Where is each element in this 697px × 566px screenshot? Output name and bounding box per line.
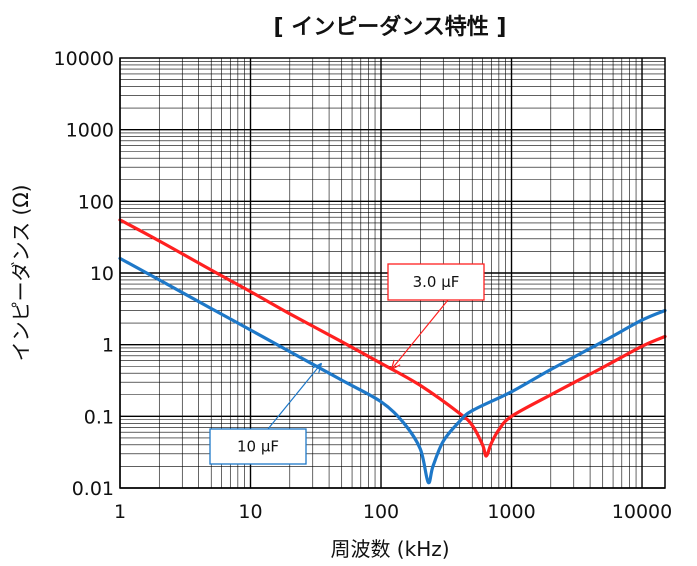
plot-frame	[119, 57, 666, 489]
y-tick-label: 0.01	[72, 478, 114, 500]
x-tick-label: 100	[363, 501, 399, 523]
x-tick-label: 1	[114, 501, 126, 523]
chart-title: [ インピーダンス特性 ]	[274, 14, 507, 40]
y-tick-label: 1	[102, 335, 114, 357]
y-tick-labels: 0.01 0.1 1 10 100 1000 10000	[54, 48, 114, 500]
annotation-box	[209, 428, 307, 465]
series-layer	[118, 218, 667, 485]
annotation-arrowhead	[312, 362, 323, 374]
x-tick-label: 10000	[612, 501, 672, 523]
x-tick-label: 10	[238, 501, 262, 523]
series-line-3uf	[118, 218, 667, 458]
x-tick-labels: 1 10 100 1000 10000	[114, 501, 672, 523]
annotation-box	[387, 263, 485, 301]
annotation-arrow	[267, 362, 322, 430]
annotation-arrowhead	[390, 359, 401, 371]
annotation-layer: 3.0 μF 10 μF	[209, 263, 485, 465]
annotation-arrow	[390, 299, 449, 370]
annotation-label: 10 μF	[237, 438, 279, 456]
x-tick-label: 1000	[487, 501, 535, 523]
y-tick-label: 1000	[66, 120, 114, 142]
series-line-10uf	[118, 256, 667, 485]
y-tick-label: 10000	[54, 48, 114, 70]
y-tick-label: 0.1	[84, 406, 114, 428]
y-tick-label: 100	[78, 191, 114, 213]
annotation-label: 3.0 μF	[413, 273, 460, 291]
y-tick-label: 10	[90, 263, 114, 285]
x-axis-label: 周波数 (kHz)	[330, 537, 449, 561]
y-axis-label: インピーダンス (Ω)	[9, 185, 33, 362]
